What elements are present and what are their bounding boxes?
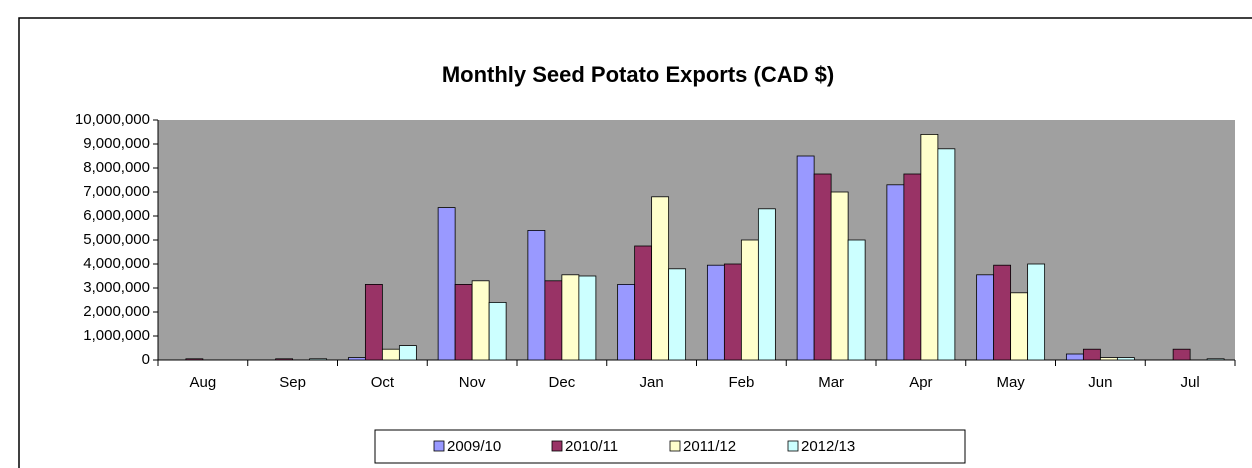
bar (309, 358, 328, 361)
y-tick-label: 2,000,000 (83, 303, 150, 320)
x-tick-label: Dec (549, 374, 576, 391)
x-tick-label: Sep (279, 374, 306, 391)
x-tick-label: Mar (818, 374, 844, 391)
bar (723, 263, 742, 361)
bar (1010, 292, 1029, 361)
legend-swatch (551, 440, 563, 452)
bar (937, 148, 956, 361)
x-tick-label: Aug (190, 374, 217, 391)
bar (437, 207, 456, 361)
bar (1116, 357, 1135, 361)
y-tick-label: 8,000,000 (83, 159, 150, 176)
bar (544, 280, 563, 361)
legend-swatch (669, 440, 681, 452)
plot-area (158, 120, 1235, 360)
x-tick-label: Jun (1088, 374, 1112, 391)
x-tick-label: Oct (371, 374, 395, 391)
bar (920, 133, 939, 361)
bar (471, 280, 490, 361)
y-tick-label: 0 (142, 351, 150, 368)
legend-label: 2009/10 (447, 438, 501, 455)
bar (527, 229, 546, 361)
bar (651, 196, 670, 361)
y-tick-label: 5,000,000 (83, 231, 150, 248)
bar (706, 264, 725, 361)
bar (488, 301, 507, 361)
bar (813, 173, 832, 361)
bar (757, 208, 776, 361)
bar (830, 191, 849, 361)
y-tick-label: 1,000,000 (83, 327, 150, 344)
bar (1065, 353, 1084, 361)
legend-label: 2011/12 (683, 438, 736, 455)
legend-swatch (787, 440, 799, 452)
bar (617, 283, 636, 361)
bar (886, 184, 905, 361)
y-tick-label: 4,000,000 (83, 255, 150, 272)
bar (847, 239, 866, 361)
bar (903, 173, 922, 361)
bar (796, 155, 815, 361)
legend-label: 2010/11 (565, 438, 618, 455)
bar (1027, 263, 1046, 361)
bar (364, 283, 383, 361)
bar (976, 274, 995, 361)
bar (634, 245, 653, 361)
bar (993, 264, 1012, 361)
y-tick-label: 9,000,000 (83, 135, 150, 152)
bar (185, 358, 204, 361)
bar (668, 268, 687, 361)
y-tick-label: 10,000,000 (75, 111, 150, 128)
legend-swatch (433, 440, 445, 452)
y-tick-label: 3,000,000 (83, 279, 150, 296)
x-tick-label: Jul (1181, 374, 1200, 391)
bar (1172, 348, 1191, 361)
x-tick-label: Apr (909, 374, 932, 391)
bar (454, 283, 473, 361)
legend-label: 2012/13 (801, 438, 855, 455)
bar (398, 345, 417, 361)
bar (561, 274, 580, 361)
y-tick-label: 7,000,000 (83, 183, 150, 200)
x-tick-label: Nov (459, 374, 486, 391)
chart-title: Monthly Seed Potato Exports (CAD $) (442, 62, 834, 87)
bar (347, 357, 366, 361)
x-tick-label: Feb (728, 374, 754, 391)
bar (1099, 357, 1118, 361)
bar (1082, 348, 1101, 361)
x-tick-label: May (996, 374, 1025, 391)
x-tick-label: Jan (640, 374, 664, 391)
bar (381, 348, 400, 361)
bar (578, 275, 597, 361)
y-tick-label: 6,000,000 (83, 207, 150, 224)
bar (275, 358, 294, 361)
bar (740, 239, 759, 361)
bar (1206, 358, 1225, 361)
